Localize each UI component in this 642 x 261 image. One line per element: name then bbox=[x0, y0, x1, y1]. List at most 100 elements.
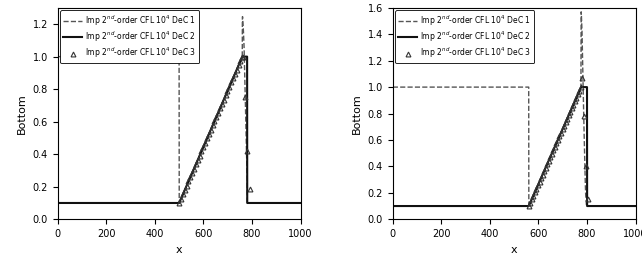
Imp 2$^{nd}$-order CFL 10$^4$ DeC 3 bbox=[231, 72, 239, 75]
Imp 2$^{nd}$-order CFL 10$^4$ DeC 3 bbox=[539, 173, 546, 176]
Imp 2$^{nd}$-order CFL 10$^4$ DeC 3 bbox=[531, 191, 539, 194]
Imp 2$^{nd}$-order CFL 10$^4$ DeC 3 bbox=[229, 76, 237, 80]
Imp 2$^{nd}$-order CFL 10$^4$ DeC 1 bbox=[172, 55, 180, 58]
Imp 2$^{nd}$-order CFL 10$^4$ DeC 3 bbox=[223, 90, 231, 93]
Imp 2$^{nd}$-order CFL 10$^4$ DeC 3 bbox=[562, 121, 569, 124]
Imp 2$^{nd}$-order CFL 10$^4$ DeC 1 bbox=[577, 10, 585, 13]
Imp 2$^{nd}$-order CFL 10$^4$ DeC 3 bbox=[565, 114, 573, 117]
Line: Imp 2$^{nd}$-order CFL 10$^4$ DeC 3: Imp 2$^{nd}$-order CFL 10$^4$ DeC 3 bbox=[526, 75, 590, 209]
Imp 2$^{nd}$-order CFL 10$^4$ DeC 1 bbox=[54, 55, 62, 58]
Imp 2$^{nd}$-order CFL 10$^4$ DeC 1 bbox=[389, 86, 397, 89]
Imp 2$^{nd}$-order CFL 10$^4$ DeC 3 bbox=[243, 149, 251, 152]
Imp 2$^{nd}$-order CFL 10$^4$ DeC 3 bbox=[576, 89, 584, 92]
Imp 2$^{nd}$-order CFL 10$^4$ DeC 3 bbox=[554, 138, 562, 141]
Imp 2$^{nd}$-order CFL 10$^4$ DeC 3 bbox=[203, 137, 211, 140]
Imp 2$^{nd}$-order CFL 10$^4$ DeC 3 bbox=[568, 106, 576, 110]
Imp 2$^{nd}$-order CFL 10$^4$ DeC 2 bbox=[166, 201, 173, 205]
Imp 2$^{nd}$-order CFL 10$^4$ DeC 3 bbox=[218, 102, 226, 105]
Imp 2$^{nd}$-order CFL 10$^4$ DeC 1 bbox=[632, 204, 639, 207]
Imp 2$^{nd}$-order CFL 10$^4$ DeC 1 bbox=[243, 201, 251, 205]
Imp 2$^{nd}$-order CFL 10$^4$ DeC 3 bbox=[557, 131, 565, 134]
Imp 2$^{nd}$-order CFL 10$^4$ DeC 3 bbox=[233, 68, 241, 71]
Imp 2$^{nd}$-order CFL 10$^4$ DeC 3 bbox=[181, 188, 189, 192]
Imp 2$^{nd}$-order CFL 10$^4$ DeC 3 bbox=[535, 180, 543, 183]
Imp 2$^{nd}$-order CFL 10$^4$ DeC 1 bbox=[582, 204, 590, 207]
Imp 2$^{nd}$-order CFL 10$^4$ DeC 1 bbox=[239, 15, 247, 18]
Imp 2$^{nd}$-order CFL 10$^4$ DeC 3 bbox=[526, 201, 534, 204]
Imp 2$^{nd}$-order CFL 10$^4$ DeC 3 bbox=[528, 198, 535, 201]
Imp 2$^{nd}$-order CFL 10$^4$ DeC 3 bbox=[238, 55, 246, 58]
Imp 2$^{nd}$-order CFL 10$^4$ DeC 3 bbox=[548, 152, 555, 155]
Imp 2$^{nd}$-order CFL 10$^4$ DeC 1 bbox=[297, 201, 304, 205]
Imp 2$^{nd}$-order CFL 10$^4$ DeC 3 bbox=[241, 96, 248, 99]
Imp 2$^{nd}$-order CFL 10$^4$ DeC 3 bbox=[533, 187, 541, 190]
Imp 2$^{nd}$-order CFL 10$^4$ DeC 3 bbox=[186, 176, 194, 179]
Imp 2$^{nd}$-order CFL 10$^4$ DeC 3 bbox=[525, 204, 533, 207]
Imp 2$^{nd}$-order CFL 10$^4$ DeC 3 bbox=[175, 201, 183, 205]
Line: Imp 2$^{nd}$-order CFL 10$^4$ DeC 1: Imp 2$^{nd}$-order CFL 10$^4$ DeC 1 bbox=[58, 17, 300, 203]
Line: Imp 2$^{nd}$-order CFL 10$^4$ DeC 1: Imp 2$^{nd}$-order CFL 10$^4$ DeC 1 bbox=[393, 12, 636, 206]
Imp 2$^{nd}$-order CFL 10$^4$ DeC 3 bbox=[560, 124, 568, 127]
Imp 2$^{nd}$-order CFL 10$^4$ DeC 2 bbox=[389, 204, 397, 207]
Imp 2$^{nd}$-order CFL 10$^4$ DeC 3 bbox=[190, 167, 198, 170]
Imp 2$^{nd}$-order CFL 10$^4$ DeC 3 bbox=[179, 193, 187, 196]
Imp 2$^{nd}$-order CFL 10$^4$ DeC 3 bbox=[563, 117, 571, 120]
Imp 2$^{nd}$-order CFL 10$^4$ DeC 2 bbox=[501, 204, 508, 207]
Imp 2$^{nd}$-order CFL 10$^4$ DeC 3 bbox=[209, 124, 216, 127]
Imp 2$^{nd}$-order CFL 10$^4$ DeC 3 bbox=[571, 99, 578, 103]
Imp 2$^{nd}$-order CFL 10$^4$ DeC 3 bbox=[543, 163, 551, 166]
Imp 2$^{nd}$-order CFL 10$^4$ DeC 3 bbox=[194, 158, 202, 162]
Imp 2$^{nd}$-order CFL 10$^4$ DeC 1 bbox=[625, 204, 632, 207]
Imp 2$^{nd}$-order CFL 10$^4$ DeC 2 bbox=[625, 204, 632, 207]
Imp 2$^{nd}$-order CFL 10$^4$ DeC 3 bbox=[580, 115, 587, 118]
Imp 2$^{nd}$-order CFL 10$^4$ DeC 3 bbox=[213, 115, 220, 118]
Imp 2$^{nd}$-order CFL 10$^4$ DeC 3 bbox=[550, 149, 557, 152]
Imp 2$^{nd}$-order CFL 10$^4$ DeC 3 bbox=[198, 150, 205, 153]
Imp 2$^{nd}$-order CFL 10$^4$ DeC 1 bbox=[290, 201, 298, 205]
Imp 2$^{nd}$-order CFL 10$^4$ DeC 1 bbox=[245, 201, 253, 205]
Imp 2$^{nd}$-order CFL 10$^4$ DeC 2 bbox=[66, 201, 74, 205]
Imp 2$^{nd}$-order CFL 10$^4$ DeC 3 bbox=[534, 183, 542, 187]
Imp 2$^{nd}$-order CFL 10$^4$ DeC 3 bbox=[553, 141, 560, 145]
Imp 2$^{nd}$-order CFL 10$^4$ DeC 2 bbox=[632, 204, 639, 207]
Imp 2$^{nd}$-order CFL 10$^4$ DeC 3 bbox=[177, 197, 185, 200]
Imp 2$^{nd}$-order CFL 10$^4$ DeC 2 bbox=[297, 201, 304, 205]
Imp 2$^{nd}$-order CFL 10$^4$ DeC 3 bbox=[192, 163, 200, 166]
Imp 2$^{nd}$-order CFL 10$^4$ DeC 3 bbox=[216, 107, 224, 110]
Imp 2$^{nd}$-order CFL 10$^4$ DeC 3 bbox=[555, 134, 563, 138]
Imp 2$^{nd}$-order CFL 10$^4$ DeC 3 bbox=[202, 141, 209, 144]
Imp 2$^{nd}$-order CFL 10$^4$ DeC 3 bbox=[220, 98, 227, 101]
Imp 2$^{nd}$-order CFL 10$^4$ DeC 3 bbox=[537, 176, 545, 180]
X-axis label: x: x bbox=[511, 245, 517, 254]
Imp 2$^{nd}$-order CFL 10$^4$ DeC 3 bbox=[183, 184, 191, 187]
Imp 2$^{nd}$-order CFL 10$^4$ DeC 3 bbox=[577, 86, 585, 89]
Imp 2$^{nd}$-order CFL 10$^4$ DeC 1 bbox=[580, 130, 588, 134]
Imp 2$^{nd}$-order CFL 10$^4$ DeC 3 bbox=[582, 165, 589, 168]
Imp 2$^{nd}$-order CFL 10$^4$ DeC 1 bbox=[625, 204, 632, 207]
Imp 2$^{nd}$-order CFL 10$^4$ DeC 2 bbox=[507, 204, 515, 207]
Imp 2$^{nd}$-order CFL 10$^4$ DeC 2 bbox=[580, 86, 588, 89]
X-axis label: x: x bbox=[176, 245, 182, 254]
Imp 2$^{nd}$-order CFL 10$^4$ DeC 1 bbox=[401, 86, 409, 89]
Imp 2$^{nd}$-order CFL 10$^4$ DeC 3 bbox=[237, 59, 245, 62]
Legend: Imp 2$^{nd}$-order CFL 10$^4$ DeC 1, Imp 2$^{nd}$-order CFL 10$^4$ DeC 2, Imp 2$: Imp 2$^{nd}$-order CFL 10$^4$ DeC 1, Imp… bbox=[60, 10, 200, 63]
Imp 2$^{nd}$-order CFL 10$^4$ DeC 1 bbox=[507, 86, 515, 89]
Imp 2$^{nd}$-order CFL 10$^4$ DeC 3 bbox=[578, 76, 586, 79]
Imp 2$^{nd}$-order CFL 10$^4$ DeC 2 bbox=[401, 204, 409, 207]
Imp 2$^{nd}$-order CFL 10$^4$ DeC 1 bbox=[166, 55, 173, 58]
Imp 2$^{nd}$-order CFL 10$^4$ DeC 3 bbox=[542, 166, 550, 169]
Imp 2$^{nd}$-order CFL 10$^4$ DeC 2 bbox=[290, 201, 297, 205]
Imp 2$^{nd}$-order CFL 10$^4$ DeC 3 bbox=[221, 94, 229, 97]
Imp 2$^{nd}$-order CFL 10$^4$ DeC 1 bbox=[501, 86, 508, 89]
Imp 2$^{nd}$-order CFL 10$^4$ DeC 3 bbox=[551, 145, 559, 148]
Imp 2$^{nd}$-order CFL 10$^4$ DeC 2 bbox=[625, 204, 632, 207]
Y-axis label: Bottom: Bottom bbox=[17, 93, 27, 134]
Imp 2$^{nd}$-order CFL 10$^4$ DeC 2 bbox=[172, 201, 180, 205]
Line: Imp 2$^{nd}$-order CFL 10$^4$ DeC 2: Imp 2$^{nd}$-order CFL 10$^4$ DeC 2 bbox=[58, 57, 300, 203]
Imp 2$^{nd}$-order CFL 10$^4$ DeC 3 bbox=[569, 103, 577, 106]
Imp 2$^{nd}$-order CFL 10$^4$ DeC 2 bbox=[245, 201, 253, 205]
Imp 2$^{nd}$-order CFL 10$^4$ DeC 3 bbox=[211, 120, 218, 123]
Imp 2$^{nd}$-order CFL 10$^4$ DeC 3 bbox=[185, 180, 193, 183]
Imp 2$^{nd}$-order CFL 10$^4$ DeC 3 bbox=[205, 133, 213, 136]
Imp 2$^{nd}$-order CFL 10$^4$ DeC 3 bbox=[239, 55, 247, 58]
